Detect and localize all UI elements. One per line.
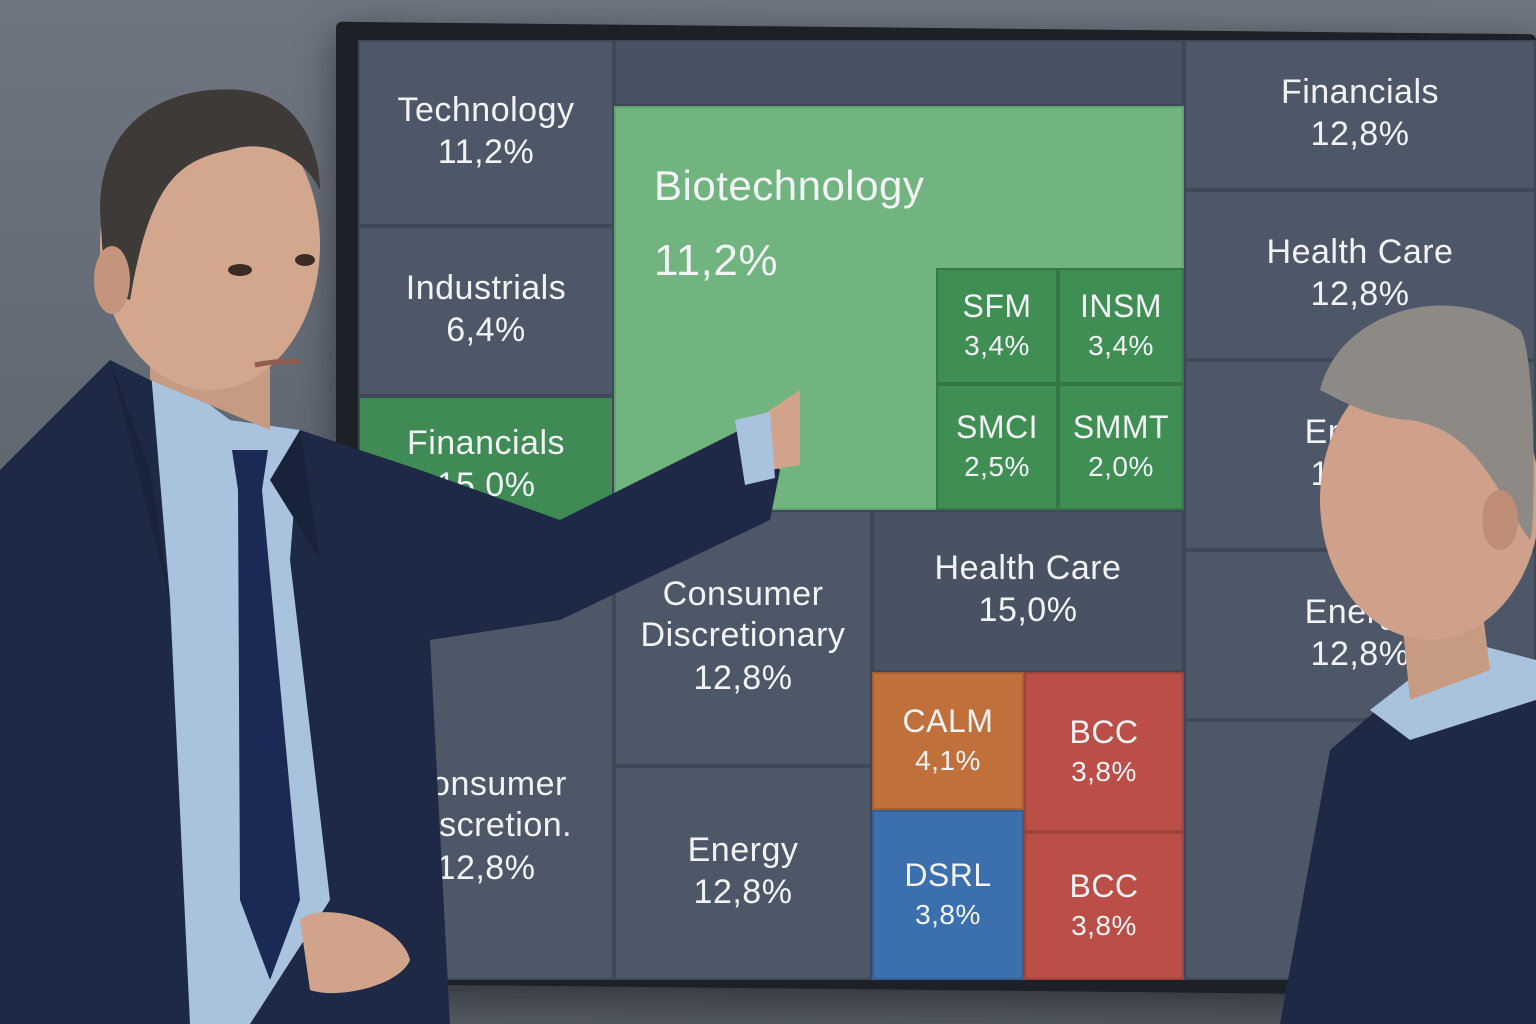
tile-energy-right-top: Energy 12,8% <box>1184 360 1536 550</box>
tile-value: 12,8% <box>1310 455 1410 494</box>
tile-value: 3,4% <box>964 329 1030 361</box>
tile-value: 3,8% <box>1071 909 1137 941</box>
tile-name: INSM <box>1080 288 1162 325</box>
tile-smci: SMCI 2,5% <box>936 384 1058 510</box>
tile-energy-right-bottom: Energy 12,8% <box>1184 550 1536 720</box>
tile-name: SMMT <box>1072 409 1170 446</box>
tile-industrials: Industrials 6,4% <box>358 226 614 396</box>
tile-name: DSRL <box>904 857 992 894</box>
tile-smmt: SMMT 2,0% <box>1058 384 1184 510</box>
tile-health-care-mid: Health Care 15,0% <box>872 510 1184 672</box>
tile-value: 12,8% <box>1310 115 1410 154</box>
tile-name: Health Care <box>1266 232 1454 271</box>
tile-name: Energy <box>1304 412 1416 451</box>
tile-value: 12,8% <box>693 873 793 912</box>
tile-name: BCC <box>1069 868 1139 905</box>
tile-value: 2,0% <box>1088 450 1154 482</box>
tile-value: 15,0% <box>436 466 536 505</box>
tile-name: Financials <box>1280 72 1440 111</box>
tile-value: 11,2% <box>654 236 778 285</box>
tile-energy-mid: Energy 12,8% <box>614 766 872 980</box>
tile-name: SMCI <box>956 409 1038 446</box>
tile-empty-top <box>614 40 1184 106</box>
tile-insm: INSM 3,4% <box>1058 268 1184 384</box>
tile-name: Energy <box>687 830 799 869</box>
tile-name: Technology <box>397 90 575 129</box>
tile-empty-right <box>1184 720 1536 980</box>
tile-name: CALM <box>902 703 994 740</box>
tile-financials-left: Financials 15,0% <box>358 396 614 536</box>
tile-bcc-bottom: BCC 3,8% <box>1024 832 1184 980</box>
tile-technology: Technology 11,2% <box>358 40 614 226</box>
tile-value: 12,8% <box>1310 635 1410 674</box>
tile-name: Energy <box>1304 592 1416 631</box>
tile-name: Financials <box>406 423 566 462</box>
tile-value: 15,0% <box>978 591 1078 630</box>
tile-value: 12,8% <box>1310 275 1410 314</box>
tile-value: 2,5% <box>964 450 1030 482</box>
tile-consumer-discretionary: Consumer Discretionary 12,8% <box>614 510 872 766</box>
tile-value: 11,2% <box>437 133 535 172</box>
tile-name: SFM <box>962 288 1032 325</box>
tile-name: Consumer Discretionary <box>640 575 846 655</box>
tile-consumer-discretion: Consumer Discretion. 12,8% <box>358 536 614 980</box>
tile-value: 3,8% <box>1071 755 1137 787</box>
tile-value: 3,8% <box>915 898 981 930</box>
tile-calm: CALM 4,1% <box>872 672 1024 810</box>
tile-dsrl: DSRL 3,8% <box>872 810 1024 980</box>
tile-name: Consumer Discretion. <box>406 765 573 845</box>
tile-name: BCC <box>1069 714 1139 751</box>
tile-name: Biotechnology <box>654 162 925 209</box>
tile-financials-right: Financials 12,8% <box>1184 40 1536 190</box>
treemap-screen: Technology 11,2% Industrials 6,4% Financ… <box>358 40 1536 980</box>
tile-name: Health Care <box>934 548 1122 587</box>
tile-value: 12,8% <box>693 658 793 697</box>
tile-value: 6,4% <box>446 311 526 350</box>
tile-bcc-top: BCC 3,8% <box>1024 672 1184 832</box>
tile-sfm: SFM 3,4% <box>936 268 1058 384</box>
tile-value: 4,1% <box>915 744 981 776</box>
tile-value: 3,4% <box>1088 329 1154 361</box>
tile-name: Industrials <box>405 268 567 307</box>
tile-value: 12,8% <box>436 848 536 887</box>
tile-health-care-right: Health Care 12,8% <box>1184 190 1536 360</box>
